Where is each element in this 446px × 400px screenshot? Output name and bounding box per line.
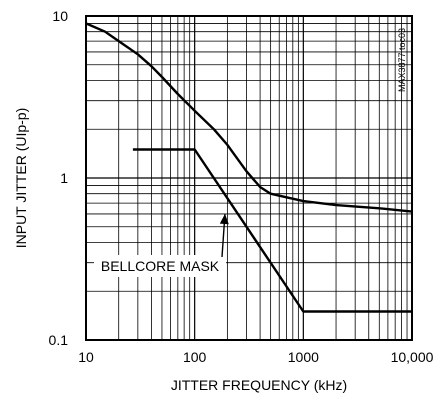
x-tick-label: 1000 (288, 349, 319, 365)
bellcore-mask-line (132, 148, 412, 313)
annotation-background (94, 255, 226, 277)
x-axis-title: JITTER FREQUENCY (kHz) (171, 377, 347, 393)
series-group (85, 22, 413, 313)
annotation-label: BELLCORE MASK (101, 258, 220, 274)
annotation-group: BELLCORE MASK (94, 213, 229, 277)
x-tick-label: 100 (183, 349, 207, 365)
jitter-tolerance-line (85, 22, 413, 213)
grid-lines (86, 16, 412, 340)
x-tick-label: 10,000 (391, 349, 434, 365)
y-tick-label: 1 (60, 170, 68, 186)
y-tick-label: 0.1 (49, 332, 69, 348)
y-tick-label: 10 (52, 8, 68, 24)
watermark-label: MAX3877 toc03 (397, 28, 407, 92)
annotation-arrow-head (219, 213, 229, 225)
x-tick-label: 10 (78, 349, 94, 365)
y-axis-title: INPUT JITTER (UIp-p) (13, 108, 29, 249)
tick-labels: 10 100 1000 10,000 0.1 1 10 (49, 8, 434, 365)
plot-frame (85, 15, 413, 341)
